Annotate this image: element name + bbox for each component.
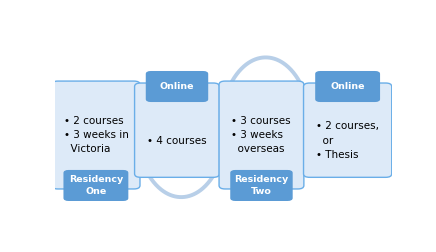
Text: Online: Online (330, 82, 365, 91)
FancyBboxPatch shape (146, 71, 208, 102)
Text: • 2 courses
• 3 weeks in
  Victoria: • 2 courses • 3 weeks in Victoria (64, 116, 129, 154)
FancyBboxPatch shape (315, 71, 380, 102)
Text: • 2 courses,
  or
• Thesis: • 2 courses, or • Thesis (316, 121, 379, 160)
Text: • 4 courses: • 4 courses (147, 136, 206, 146)
FancyBboxPatch shape (230, 170, 293, 201)
Text: • 3 courses
• 3 weeks
  overseas: • 3 courses • 3 weeks overseas (231, 116, 291, 154)
Text: Residency
One: Residency One (69, 175, 123, 196)
FancyBboxPatch shape (64, 170, 128, 201)
FancyBboxPatch shape (135, 83, 219, 177)
FancyBboxPatch shape (219, 81, 304, 189)
Text: Residency
Two: Residency Two (234, 175, 289, 196)
FancyBboxPatch shape (303, 83, 392, 177)
Text: Online: Online (160, 82, 194, 91)
FancyBboxPatch shape (52, 81, 140, 189)
